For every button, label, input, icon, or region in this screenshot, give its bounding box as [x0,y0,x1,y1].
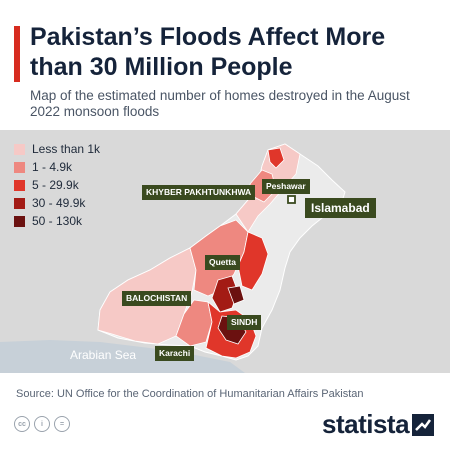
district-red-far-north [267,147,285,169]
district-red-punjab [237,231,269,291]
legend-item: 30 - 49.9k [14,194,100,212]
legend-label: 1 - 4.9k [32,160,73,174]
legend-swatch [14,215,25,227]
legend-label: 5 - 29.9k [32,178,79,192]
city-label-peshawar: Peshawar [262,179,310,194]
pakistan-map [0,130,450,373]
page-subtitle: Map of the estimated number of homes des… [30,88,410,119]
legend-item: 1 - 4.9k [14,158,100,176]
islamabad-marker [287,195,296,204]
city-label-islamabad: Islamabad [305,198,376,218]
legend-label: 50 - 130k [32,214,83,228]
source-note: Source: UN Office for the Coordination o… [16,388,364,400]
region-label-sindh: SINDH [227,315,262,330]
legend-swatch [14,161,25,173]
map-area: Less than 1k 1 - 4.9k 5 - 29.9k 30 - 49.… [0,130,450,373]
sea-label: Arabian Sea [70,348,137,362]
legend-swatch [14,179,25,191]
region-label-balochistan: BALOCHISTAN [122,291,192,306]
legend-swatch [14,197,25,209]
statista-logo[interactable]: statista [322,409,435,440]
legend-label: Less than 1k [32,142,101,156]
legend-swatch [14,143,25,155]
brand-name: statista [322,409,410,439]
brand-mark-icon [412,413,435,436]
legend-item: Less than 1k [14,140,100,158]
nd-icon[interactable]: = [54,416,70,432]
city-label-quetta: Quetta [205,255,240,270]
city-label-karachi: Karachi [155,346,195,361]
district-dark-central [211,275,239,313]
license-icons: cc i = [14,416,70,432]
legend-item: 50 - 130k [14,212,100,230]
page-title: Pakistan’s Floods Affect More than 30 Mi… [30,23,386,81]
cc-icon[interactable]: cc [14,416,30,432]
legend-label: 30 - 49.9k [32,196,86,210]
region-label-kp: KHYBER PAKHTUNKHWA [142,185,256,200]
by-icon[interactable]: i [34,416,50,432]
legend-item: 5 - 29.9k [14,176,100,194]
map-legend: Less than 1k 1 - 4.9k 5 - 29.9k 30 - 49.… [14,140,100,230]
title-accent-bar [14,26,20,82]
district-darkest-north-sindh [227,285,245,305]
